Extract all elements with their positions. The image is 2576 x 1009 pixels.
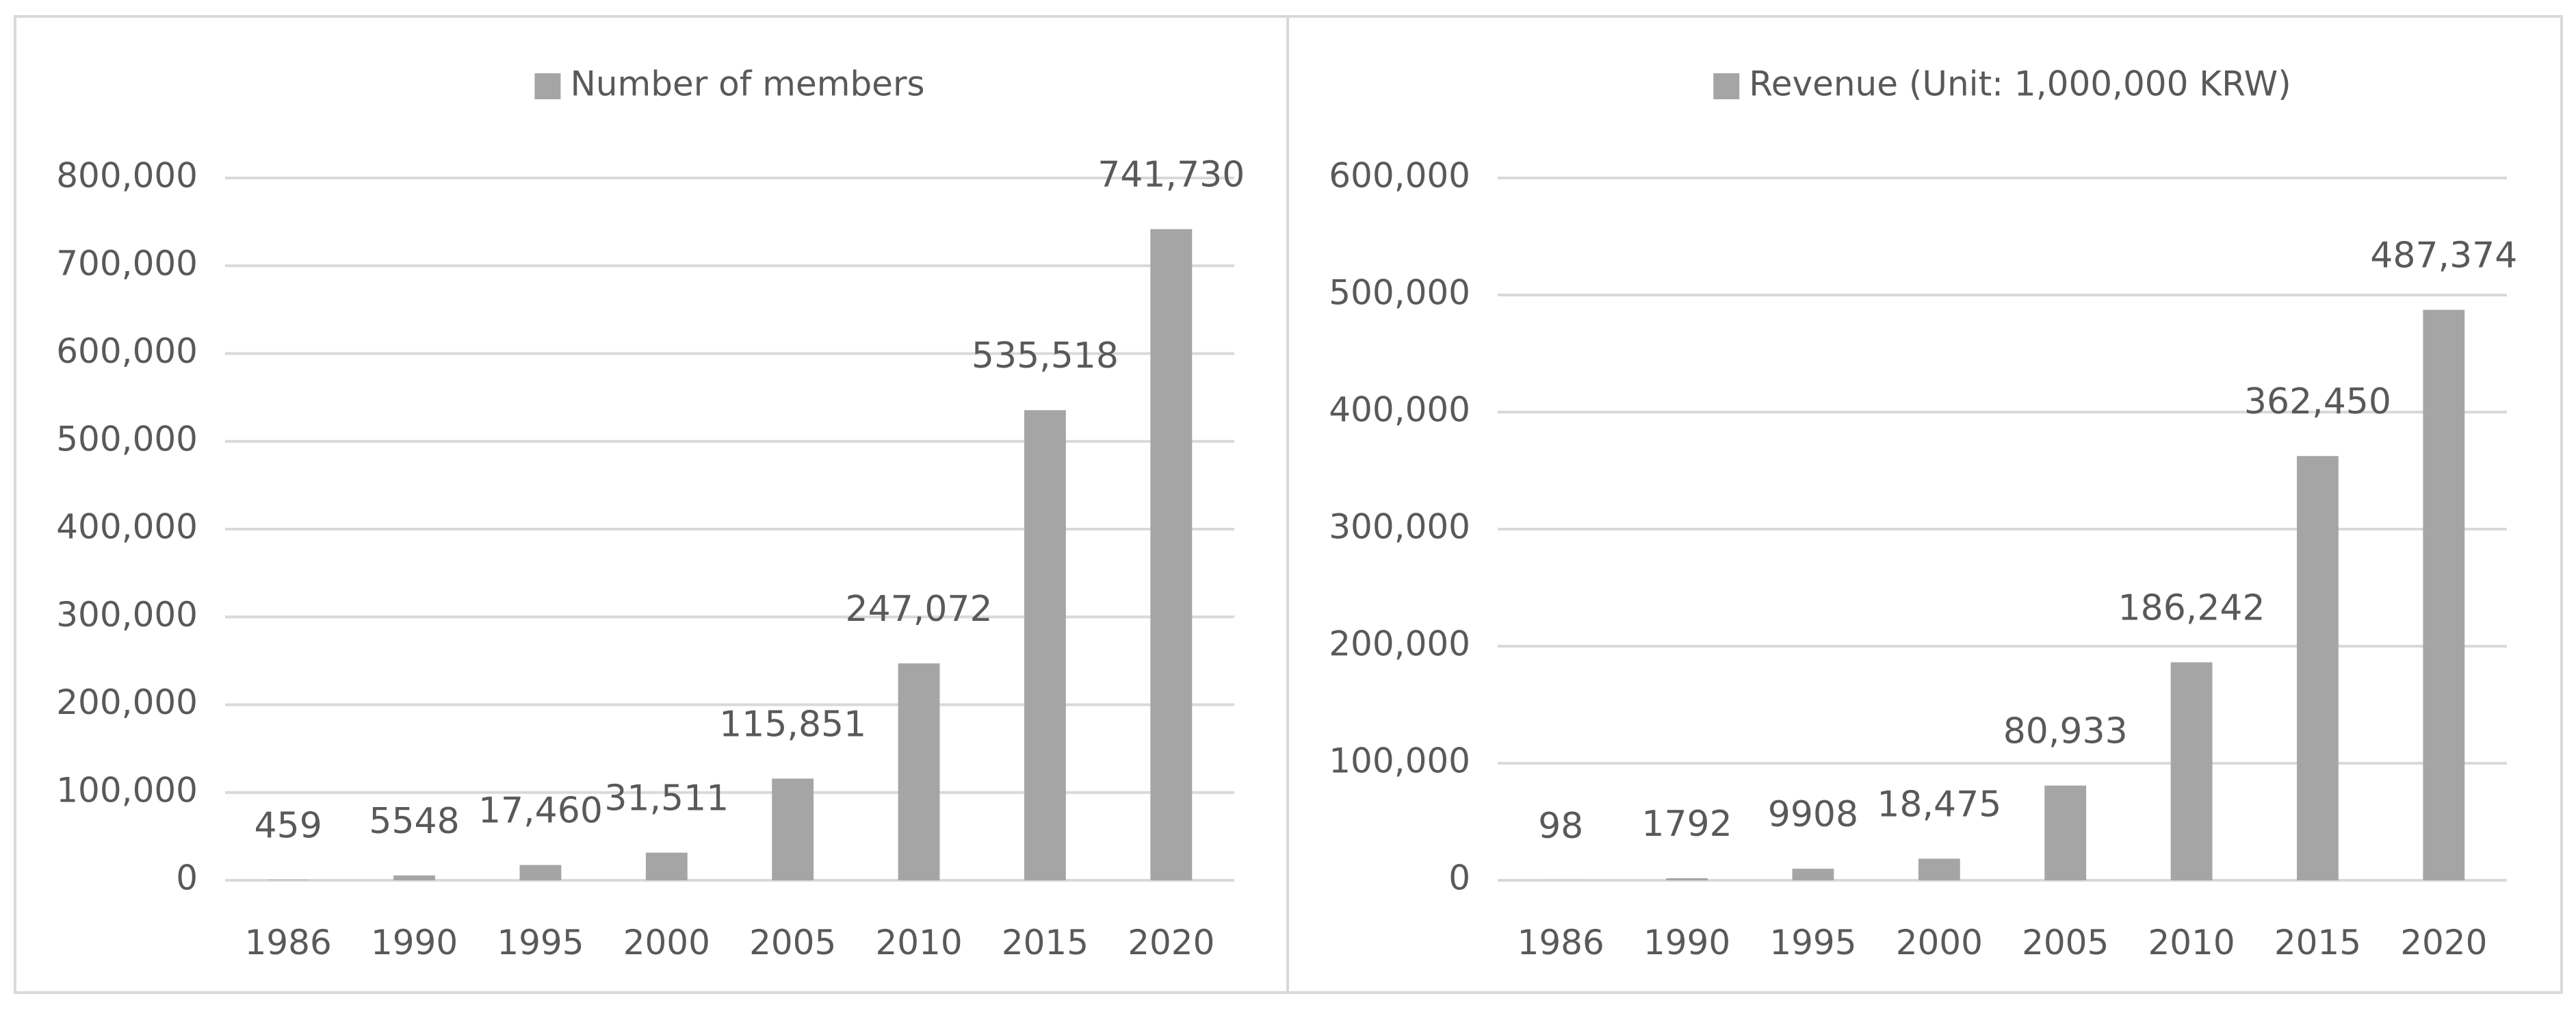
data-label: 31,511 [604, 778, 729, 819]
data-label: 247,072 [846, 589, 993, 630]
y-tick-label: 300,000 [1329, 507, 1470, 547]
y-tick-label: 200,000 [56, 682, 198, 722]
data-label: 115,851 [719, 704, 866, 745]
members-chart-panel: Number of members 0 100,000 200,000 300,000 4… [14, 15, 1290, 994]
data-label: 80,933 [2003, 711, 2128, 752]
y-tick-label: 600,000 [56, 331, 198, 371]
bar [2423, 309, 2465, 880]
bar [772, 778, 814, 880]
legend-label: Number of members [570, 64, 924, 104]
y-tick-label: 0 [1448, 858, 1470, 898]
bar [898, 663, 940, 880]
legend-swatch [1713, 73, 1740, 99]
x-tick-label: 2010 [875, 923, 962, 962]
bar [2044, 785, 2087, 880]
bar [1024, 410, 1066, 880]
y-tick-label: 800,000 [56, 156, 198, 196]
data-label: 18,475 [1877, 784, 2001, 825]
data-label: 459 [255, 805, 322, 846]
revenue-bar-chart: Revenue (Unit: 1,000,000 KRW) 0 100,000 200… [1329, 64, 2517, 963]
data-label: 98 [1538, 806, 1583, 847]
data-label: 535,518 [972, 335, 1119, 376]
bar [393, 875, 435, 880]
bar [1792, 869, 1834, 880]
y-tick-label: 600,000 [1329, 156, 1470, 196]
y-tick-label: 700,000 [56, 244, 198, 283]
members-bar-chart: Number of members 0 100,000 200,000 300,000 4… [56, 64, 1245, 963]
data-label: 5548 [369, 801, 459, 842]
data-label: 186,242 [2118, 588, 2265, 629]
x-tick-label: 1995 [1769, 923, 1856, 962]
x-tick-label: 2000 [1896, 923, 1983, 962]
data-label: 487,374 [2370, 235, 2517, 277]
data-label: 9908 [1768, 794, 1858, 835]
bar [1918, 858, 1960, 880]
legend-label: Revenue (Unit: 1,000,000 KRW) [1749, 64, 2291, 104]
x-tick-label: 2000 [623, 923, 710, 962]
x-tick-label: 2020 [1128, 923, 1214, 962]
x-tick-label: 1986 [1518, 923, 1604, 962]
revenue-chart-panel: Revenue (Unit: 1,000,000 KRW) 0 100,000 200… [1286, 15, 2563, 994]
y-tick-label: 200,000 [1329, 624, 1470, 664]
x-tick-label: 2005 [2022, 923, 2109, 962]
y-tick-label: 400,000 [1329, 390, 1470, 430]
data-label: 362,450 [2244, 381, 2391, 422]
legend: Number of members [534, 64, 925, 104]
legend-swatch [534, 73, 561, 99]
bar [1150, 229, 1193, 880]
data-label: 1792 [1641, 804, 1732, 845]
data-label: 741,730 [1097, 155, 1245, 196]
data-label: 17,460 [478, 791, 603, 832]
x-tick-label: 1990 [371, 923, 458, 962]
x-tick-label: 2015 [2274, 923, 2361, 962]
y-tick-label: 500,000 [56, 419, 198, 459]
y-tick-label: 100,000 [1329, 741, 1470, 781]
x-tick-label: 2005 [749, 923, 836, 962]
legend: Revenue (Unit: 1,000,000 KRW) [1713, 64, 2291, 104]
bar [645, 852, 688, 880]
x-tick-label: 1990 [1643, 923, 1730, 962]
x-tick-label: 2020 [2400, 923, 2487, 962]
x-tick-label: 2010 [2148, 923, 2235, 962]
y-tick-label: 100,000 [56, 770, 198, 810]
bar [2170, 662, 2213, 880]
bar [2297, 456, 2339, 880]
x-tick-label: 1995 [497, 923, 584, 962]
bar [1666, 878, 1708, 880]
y-tick-label: 300,000 [56, 595, 198, 635]
bar [519, 865, 562, 880]
x-tick-label: 1986 [245, 923, 332, 962]
y-tick-label: 500,000 [1329, 273, 1470, 313]
y-tick-label: 400,000 [56, 507, 198, 547]
x-tick-label: 2015 [1002, 923, 1089, 962]
y-tick-label: 0 [176, 858, 198, 898]
